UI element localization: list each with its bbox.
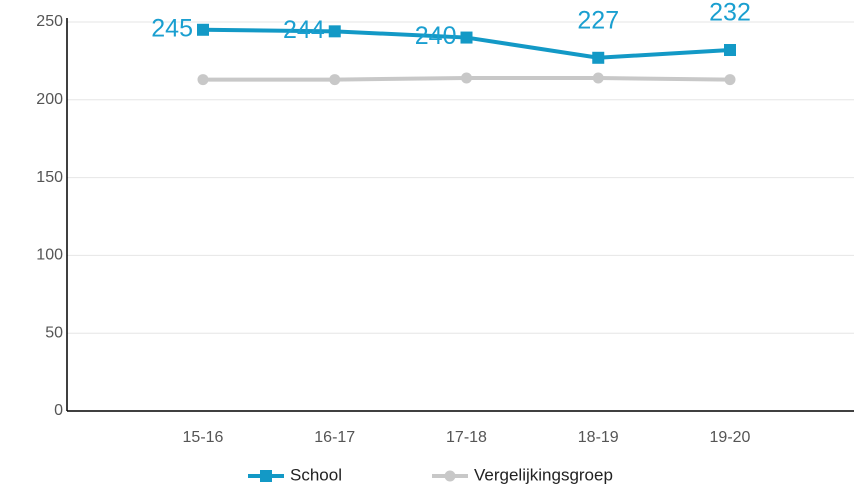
- data-label: 244: [283, 16, 325, 44]
- marker: [592, 51, 605, 64]
- legend-label: School: [290, 465, 342, 484]
- data-label: 232: [709, 0, 751, 27]
- data-label: 245: [151, 14, 193, 42]
- y-tick-label: 0: [54, 402, 63, 419]
- y-tick-label: 100: [36, 247, 63, 264]
- x-tick-label: 15-16: [183, 429, 224, 446]
- legend-item: Vergelijkingsgroep: [432, 465, 613, 484]
- y-tick-label: 150: [36, 169, 63, 186]
- x-tick-label: 19-20: [710, 429, 751, 446]
- marker: [197, 74, 209, 86]
- marker: [329, 74, 341, 86]
- marker: [197, 23, 209, 36]
- marker: [460, 31, 473, 44]
- series: [197, 72, 736, 86]
- data-label: 240: [415, 22, 457, 50]
- legend-label: Vergelijkingsgroep: [474, 465, 613, 484]
- marker: [461, 72, 472, 84]
- marker: [592, 72, 604, 84]
- y-tick-label: 50: [45, 324, 63, 341]
- x-tick-label: 17-18: [446, 429, 487, 446]
- legend-marker: [444, 470, 456, 482]
- series: 245 244 240 227 232: [151, 0, 751, 64]
- marker: [724, 74, 736, 86]
- legend-item: School: [248, 465, 342, 484]
- marker: [328, 25, 341, 38]
- y-tick-label: 250: [36, 13, 63, 30]
- legend-marker: [260, 470, 272, 482]
- x-tick-label: 18-19: [578, 429, 619, 446]
- x-tick-label: 16-17: [314, 429, 355, 446]
- marker: [724, 44, 736, 57]
- data-label: 227: [577, 6, 619, 34]
- y-tick-label: 200: [36, 91, 63, 108]
